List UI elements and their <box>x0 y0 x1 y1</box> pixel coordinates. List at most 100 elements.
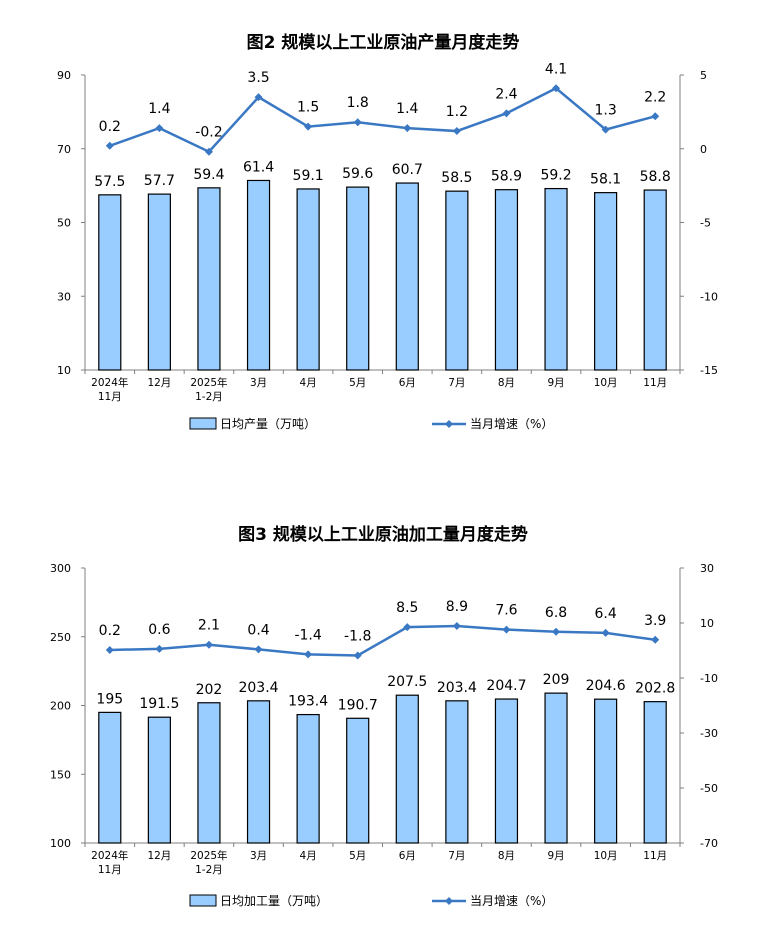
left-tick-label: 70 <box>57 143 71 156</box>
left-tick-label: 100 <box>50 837 71 850</box>
bar <box>147 716 171 844</box>
line-value-label: 2.2 <box>644 89 666 105</box>
line-value-label: 1.4 <box>396 101 418 117</box>
legend-bar-swatch <box>189 417 217 430</box>
bar <box>395 182 419 371</box>
right-tick-label: -10 <box>700 290 718 303</box>
bar <box>147 193 171 371</box>
bar <box>98 194 122 371</box>
left-tick-label: 10 <box>57 364 71 377</box>
line-marker <box>502 625 511 634</box>
line-marker <box>601 628 610 637</box>
line-marker <box>552 84 561 93</box>
line-value-label: 7.6 <box>495 603 517 619</box>
legend-bar-label: 日均产量（万吨） <box>220 417 316 431</box>
line-value-label: 1.8 <box>347 95 369 111</box>
line-marker <box>403 124 412 133</box>
x-tick-label: 9月 <box>547 377 564 389</box>
x-tick-label: 5月 <box>349 850 366 862</box>
legend-bar-label: 日均加工量（万吨） <box>220 894 328 908</box>
right-tick-label: 30 <box>700 562 714 575</box>
right-tick-label: -15 <box>700 364 718 377</box>
bar <box>445 190 469 371</box>
legend-bar-swatch <box>189 894 217 907</box>
bar <box>246 179 271 371</box>
right-tick-label: -50 <box>700 782 718 795</box>
left-tick-label: 200 <box>50 700 71 713</box>
bar-value-label: 203.4 <box>238 680 278 696</box>
bar <box>296 188 320 371</box>
right-tick-label: 0 <box>700 143 707 156</box>
bar <box>445 700 469 844</box>
x-tick-label: 9月 <box>547 850 564 862</box>
left-tick-label: 250 <box>50 631 71 644</box>
bar-value-label: 58.1 <box>590 172 621 188</box>
bar-value-label: 59.4 <box>193 167 224 183</box>
x-tick-label: 10月 <box>594 850 618 862</box>
bar <box>346 186 370 371</box>
line-marker <box>105 141 114 150</box>
line-value-label: 1.3 <box>594 103 616 119</box>
line-value-label: 2.4 <box>495 86 517 102</box>
bar-value-label: 202 <box>196 682 223 698</box>
bar-value-label: 209 <box>543 672 570 688</box>
line-marker <box>502 109 511 118</box>
right-tick-label: -70 <box>700 837 718 850</box>
line-marker <box>204 640 213 649</box>
x-tick-label: 10月 <box>594 377 618 389</box>
left-tick-label: 150 <box>50 768 71 781</box>
bar-value-label: 57.7 <box>144 173 175 189</box>
line-marker <box>353 118 362 127</box>
x-tick-label: 11月 <box>643 850 667 862</box>
x-tick-label: 8月 <box>498 377 515 389</box>
legend-line-label: 当月增速（%） <box>470 894 553 908</box>
line-value-label: 4.1 <box>545 61 567 77</box>
x-tick-label: 3月 <box>250 850 267 862</box>
legend-line-marker <box>445 897 453 905</box>
bar-value-label: 60.7 <box>392 162 423 178</box>
bar-value-label: 202.8 <box>635 681 675 697</box>
bar-value-label: 203.4 <box>437 680 477 696</box>
x-tick-label: 12月 <box>147 377 171 389</box>
line-value-label: 6.4 <box>594 606 616 622</box>
x-tick-label: 7月 <box>448 377 465 389</box>
bar <box>197 187 221 371</box>
line-value-label: 8.5 <box>396 600 418 616</box>
line-marker <box>651 112 660 121</box>
bar-value-label: 191.5 <box>139 696 179 712</box>
x-tick-label: 11月 <box>643 377 667 389</box>
line-value-label: 0.4 <box>247 622 269 638</box>
line-marker <box>353 651 362 660</box>
line-value-label: 1.4 <box>148 101 170 117</box>
bar-value-label: 190.7 <box>338 697 378 713</box>
left-tick-label: 30 <box>57 290 71 303</box>
bar <box>594 192 618 371</box>
bar-value-label: 61.4 <box>243 159 274 175</box>
left-tick-label: 50 <box>57 217 71 230</box>
growth-line <box>109 624 656 657</box>
line-marker <box>552 627 561 636</box>
right-tick-label: 5 <box>700 69 707 82</box>
line-marker <box>304 122 313 131</box>
bar-value-label: 59.1 <box>293 168 324 184</box>
bar <box>395 694 419 844</box>
bar-value-label: 195 <box>96 691 123 707</box>
bar-value-label: 57.5 <box>94 174 125 190</box>
bar-value-label: 204.7 <box>486 678 526 694</box>
line-marker <box>452 127 461 136</box>
legend-line-label: 当月增速（%） <box>470 417 553 431</box>
line-marker <box>254 93 263 102</box>
x-tick-label: 4月 <box>300 850 317 862</box>
right-tick-label: -10 <box>700 672 718 685</box>
growth-line <box>109 86 656 154</box>
line-marker <box>105 645 114 654</box>
bar <box>346 717 370 844</box>
line-value-label: 2.1 <box>198 618 220 634</box>
line-marker <box>155 124 164 133</box>
x-tick-label: 1-2月 <box>195 864 223 876</box>
line-marker <box>601 125 610 134</box>
bar-value-label: 59.2 <box>540 168 571 184</box>
x-tick-label: 7月 <box>448 850 465 862</box>
